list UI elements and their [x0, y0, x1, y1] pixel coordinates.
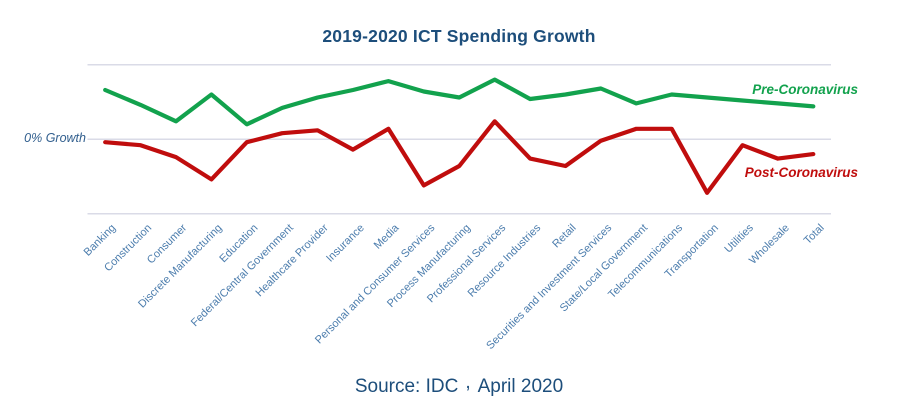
legend-pre-coronavirus: Pre-Coronavirus	[752, 82, 858, 97]
y-axis-zero-label: 0% Growth	[24, 131, 86, 145]
source-prefix: Source: IDC	[354, 376, 459, 397]
post-coronavirus-line	[103, 119, 816, 195]
source-separator: ,	[465, 372, 471, 393]
source-note: Source: IDC, April 2020	[0, 372, 900, 398]
chart-title: 2019-2020 ICT Spending Growth	[322, 26, 596, 46]
legend-post-coronavirus: Post-Coronavirus	[744, 165, 858, 180]
pre-coronavirus-line	[103, 77, 816, 127]
source-suffix: April 2020	[477, 376, 564, 397]
